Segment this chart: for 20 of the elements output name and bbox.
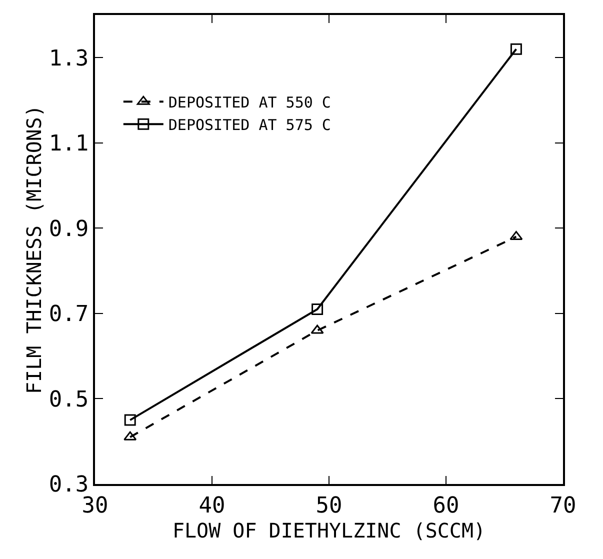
- point: [510, 43, 522, 55]
- x-tick-label: 30: [82, 493, 108, 518]
- point: [124, 414, 136, 426]
- x-tick-label: 50: [316, 493, 342, 518]
- y-tick-label: 0.9: [48, 216, 89, 242]
- point: [312, 303, 324, 315]
- y-tick-label: 1.1: [48, 132, 89, 157]
- x-axis-title: FLOW OF DIETHYLZINC (SCCM): [172, 518, 486, 542]
- point: [310, 324, 324, 334]
- x-tick-label: 40: [198, 493, 226, 518]
- x-tick-label: 60: [432, 493, 460, 518]
- legend-label: DEPOSITED AT 575 C: [168, 116, 331, 134]
- y-axis-title: FILM THICKNESS (MICRONS): [22, 105, 46, 394]
- y-tick-label: 0.7: [48, 302, 89, 328]
- point: [510, 230, 523, 240]
- legend-label: DEPOSITED AT 550 C: [168, 93, 331, 112]
- x-tick-label: 70: [550, 493, 576, 518]
- y-tick-label: 0.5: [48, 387, 89, 412]
- point: [124, 431, 137, 440]
- y-tick-label: 1.3: [48, 46, 89, 72]
